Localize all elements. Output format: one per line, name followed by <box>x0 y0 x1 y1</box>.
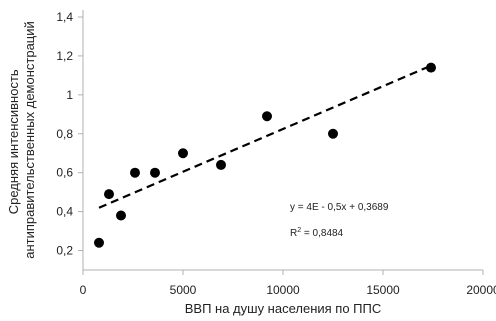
trendline <box>98 64 432 209</box>
data-point <box>130 167 140 178</box>
data-point <box>104 189 114 200</box>
data-point <box>94 237 104 248</box>
data-point <box>216 159 226 170</box>
data-point <box>426 62 436 73</box>
y-tick-label: 0,4 <box>56 205 73 219</box>
y-axis-title: Средняя интенсивность антиправительствен… <box>6 21 37 259</box>
data-point <box>178 148 188 159</box>
y-tick-label: 0,2 <box>56 244 73 258</box>
y-tick-label: 0,6 <box>56 166 73 180</box>
data-point <box>262 111 272 122</box>
data-point <box>328 128 338 139</box>
x-ticks: 0 5000 10000 15000 20000 <box>80 270 496 297</box>
r-squared-label: R2 = 0,8484 <box>290 227 344 239</box>
x-tick-label: 10000 <box>266 283 300 297</box>
y-axis-title-line-1: Средняя интенсивность <box>6 69 21 214</box>
x-tick-label: 0 <box>80 283 87 297</box>
y-axis-title-line-2: антиправительственных демонстраций <box>22 21 37 259</box>
x-axis-title: ВВП на душу населения по ППС <box>185 301 382 316</box>
y-tick-label: 0,8 <box>56 127 73 141</box>
x-tick-label: 5000 <box>170 283 197 297</box>
axes <box>82 10 483 271</box>
data-point <box>150 167 160 178</box>
y-tick-label: 1,2 <box>56 49 73 63</box>
data-points <box>94 62 436 248</box>
y-ticks: 0,2 0,4 0,6 0,8 1 1,2 1,4 <box>56 10 83 258</box>
x-tick-label: 20000 <box>466 283 496 297</box>
data-point <box>116 210 126 221</box>
y-tick-label: 1,4 <box>56 10 73 24</box>
x-tick-label: 15000 <box>366 283 400 297</box>
equation-label: y = 4E - 0,5x + 0,3689 <box>290 202 389 213</box>
y-tick-label: 1 <box>66 88 73 102</box>
